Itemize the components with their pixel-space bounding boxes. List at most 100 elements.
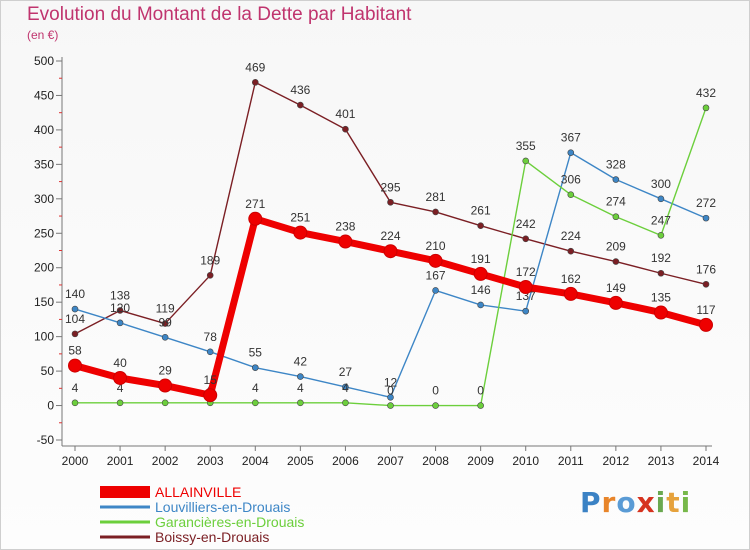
y-tick-label: 300: [34, 192, 54, 206]
data-label: 469: [245, 60, 265, 74]
data-point: [116, 319, 124, 327]
data-label: 432: [696, 86, 716, 100]
data-label: 0: [432, 384, 439, 398]
data-point: [477, 222, 484, 229]
data-label: 27: [339, 365, 353, 379]
data-point: [432, 402, 439, 409]
data-label: 224: [380, 229, 400, 243]
x-tick-label: 2014: [693, 454, 720, 468]
data-label: 58: [68, 344, 82, 358]
data-point: [567, 191, 575, 198]
data-label: 162: [561, 272, 581, 286]
data-point: [297, 101, 304, 109]
data-label: 167: [426, 268, 446, 282]
data-point: [342, 383, 349, 391]
data-point: [657, 232, 665, 239]
x-tick-label: 2007: [377, 454, 404, 468]
data-point: [297, 373, 304, 380]
data-point: [473, 266, 488, 281]
x-tick-label: 2004: [242, 454, 269, 468]
data-point: [113, 370, 128, 385]
data-point: [702, 104, 710, 112]
data-label: 224: [561, 229, 581, 243]
data-label: 140: [65, 287, 85, 301]
data-point: [342, 399, 349, 407]
data-label: 137: [516, 289, 536, 303]
chart-title: Evolution du Montant de la Dette par Hab…: [27, 4, 412, 25]
data-point: [293, 225, 308, 240]
data-label: 367: [561, 131, 581, 145]
data-point: [612, 213, 620, 221]
data-label: 78: [204, 330, 218, 344]
data-point: [68, 358, 82, 373]
data-point: [567, 247, 575, 255]
data-label: 117: [696, 303, 715, 317]
x-tick-label: 2012: [603, 454, 630, 468]
y-tick-label: -50: [37, 433, 55, 447]
y-tick-label: 500: [34, 54, 54, 68]
data-label: 238: [335, 220, 355, 234]
data-label: 210: [426, 239, 446, 253]
data-label: 138: [110, 288, 130, 302]
data-label: 149: [606, 281, 626, 295]
data-point: [71, 330, 79, 338]
data-point: [612, 258, 620, 265]
data-point: [251, 364, 259, 371]
data-point: [477, 301, 484, 309]
data-point: [477, 402, 484, 409]
x-tick-label: 2000: [62, 454, 89, 468]
data-label: 55: [249, 346, 263, 360]
data-point: [161, 334, 169, 341]
data-label: 306: [561, 173, 581, 187]
legend-swatch: [100, 520, 150, 524]
data-label: 120: [110, 301, 130, 315]
data-point: [383, 244, 398, 259]
x-tick-label: 2001: [107, 454, 134, 468]
x-tick-label: 2006: [332, 454, 359, 468]
data-label: 15: [204, 373, 218, 387]
data-label: 172: [516, 265, 536, 279]
data-point: [71, 305, 79, 313]
y-tick-label: 450: [34, 88, 54, 102]
y-tick-label: 100: [34, 330, 54, 344]
data-point: [657, 269, 665, 277]
data-label: 271: [245, 197, 265, 211]
data-label: 4: [117, 381, 124, 395]
x-tick-label: 2008: [422, 454, 449, 468]
data-point: [161, 399, 169, 407]
data-label: 192: [651, 251, 671, 265]
data-point: [206, 272, 214, 279]
data-label: 4: [72, 381, 79, 395]
data-label: 355: [516, 139, 536, 153]
data-point: [702, 280, 710, 288]
data-point: [342, 125, 349, 133]
x-tick-label: 2010: [512, 454, 539, 468]
data-point: [522, 235, 530, 243]
data-point: [116, 399, 124, 407]
data-point: [567, 149, 575, 156]
legend-label: Garancières-en-Drouais: [155, 514, 304, 530]
data-point: [203, 388, 218, 403]
data-point: [71, 399, 79, 407]
x-tick-label: 2009: [467, 454, 494, 468]
data-label: 251: [290, 211, 310, 225]
data-point: [161, 320, 169, 327]
data-point: [251, 399, 259, 407]
data-point: [116, 307, 124, 314]
data-point: [251, 79, 259, 86]
data-point: [338, 234, 353, 249]
data-label: 189: [200, 253, 220, 267]
legend-swatch: [100, 505, 150, 509]
legend-label: Louvilliers-en-Drouais: [155, 499, 290, 515]
data-label: 328: [606, 158, 626, 172]
data-point: [702, 214, 710, 222]
data-label: 176: [696, 262, 716, 276]
y-tick-label: 0: [47, 399, 54, 413]
data-label: 295: [380, 180, 400, 194]
data-label: 242: [516, 217, 536, 231]
data-label: 146: [471, 283, 491, 297]
data-label: 99: [158, 315, 172, 329]
data-label: 0: [477, 384, 484, 398]
